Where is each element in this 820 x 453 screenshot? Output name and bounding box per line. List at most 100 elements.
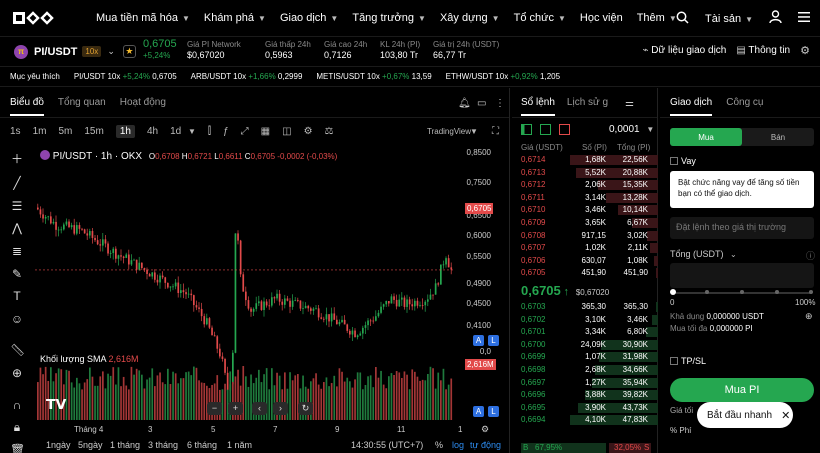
- borrow-toggle[interactable]: Vay: [670, 156, 696, 166]
- ask-row[interactable]: 0,6706 630,07 1,08K: [512, 255, 658, 267]
- ask-row[interactable]: 0,6707 1,02K 2,11K: [512, 243, 658, 254]
- window-icon[interactable]: ▭: [477, 98, 487, 109]
- emoji-icon[interactable]: ☺: [10, 312, 24, 326]
- borrow-checkbox[interactable]: [670, 157, 678, 165]
- crosshair-icon[interactable]: ＋: [10, 152, 23, 166]
- ruler-icon[interactable]: 📏︎: [10, 343, 26, 357]
- tab-chart[interactable]: Biểu đồ: [10, 97, 44, 116]
- zoom-out-button[interactable]: −: [207, 402, 222, 415]
- favorite-star-icon[interactable]: ★: [122, 45, 136, 58]
- ask-row[interactable]: 0,6708 917,15 3,02K: [512, 230, 658, 242]
- indicators-icon[interactable]: ƒ: [223, 125, 229, 137]
- text-tool-icon[interactable]: T: [13, 289, 21, 303]
- interval-4h[interactable]: 4h: [146, 125, 159, 137]
- nav-item-buy-crypto[interactable]: Mua tiền mã hóa ▼: [96, 12, 190, 24]
- compare-icon[interactable]: ⤢: [240, 125, 249, 137]
- search-icon[interactable]: [676, 11, 689, 27]
- horizontal-lines-icon[interactable]: ☰: [11, 199, 23, 213]
- interval-1h[interactable]: 1h: [115, 124, 135, 138]
- lock-icon[interactable]: 🔒︎: [13, 420, 21, 434]
- ask-row[interactable]: 0,6714 1,68K 22,56K: [512, 155, 658, 166]
- auto-toggle[interactable]: tự động: [470, 440, 502, 450]
- tab-order-book[interactable]: Sổ lệnh: [521, 97, 555, 116]
- zoom-in-button[interactable]: +: [228, 402, 243, 415]
- favorite-item-metis[interactable]: METIS/USDT 10x +0,67% 13,59: [316, 72, 432, 81]
- nav-item-trade[interactable]: Giao dịch ▼: [279, 12, 339, 24]
- volume-auto-button[interactable]: A: [473, 406, 484, 417]
- brush-icon[interactable]: ✎: [11, 267, 23, 281]
- range-3m[interactable]: 3 tháng: [148, 440, 179, 450]
- range-1m[interactable]: 1 tháng: [110, 440, 141, 450]
- bid-row[interactable]: 0,6697 1,27K 35,94K: [512, 377, 658, 389]
- interval-1m[interactable]: 1m: [32, 125, 47, 137]
- pitchfork-icon[interactable]: ⋀: [12, 221, 22, 235]
- tpsl-checkbox[interactable]: [670, 357, 678, 365]
- nav-item-build[interactable]: Xây dựng ▼: [439, 12, 500, 24]
- axis-settings-icon[interactable]: ⚙: [481, 424, 490, 434]
- chart-clock[interactable]: 14:30:55 (UTC+7): [351, 440, 424, 450]
- tradingview-logo[interactable]: 𝗧𝗩: [46, 396, 67, 412]
- tradingview-source[interactable]: TradingView: [427, 126, 472, 136]
- trendline-icon[interactable]: ╱: [13, 176, 21, 190]
- nav-item-discover[interactable]: Khám phá ▼: [203, 12, 266, 24]
- percent-toggle[interactable]: %: [435, 440, 444, 450]
- bids-view-icon[interactable]: [540, 124, 551, 135]
- bid-row[interactable]: 0,6695 3,90K 43,73K: [512, 402, 658, 414]
- tab-trade-history[interactable]: Lịch sử g: [566, 97, 609, 108]
- template-icon[interactable]: ▦: [260, 125, 271, 137]
- trading-data-link[interactable]: ⌁ Dữ liệu giao dịch: [642, 45, 727, 56]
- price-chart[interactable]: [35, 160, 455, 430]
- pair-selector[interactable]: PI/USDT: [34, 45, 78, 58]
- scroll-left-button[interactable]: ‹: [252, 402, 267, 415]
- fee-row[interactable]: % Phí: [670, 426, 692, 435]
- tab-tools[interactable]: Công cụ: [726, 97, 764, 108]
- bid-row[interactable]: 0,6699 1,07K 31,98K: [512, 352, 658, 363]
- fib-tool-icon[interactable]: ≣: [11, 244, 23, 258]
- alert-bell-icon[interactable]: 🔔︎: [458, 98, 471, 109]
- scroll-right-button[interactable]: ›: [273, 402, 288, 415]
- ask-row[interactable]: 0,6705 451,90 451,90: [512, 268, 658, 279]
- precision-select[interactable]: 0,0001 ▼: [609, 124, 655, 135]
- range-1d[interactable]: 1ngày: [46, 440, 71, 450]
- screenshot-icon[interactable]: ◫: [282, 125, 292, 137]
- bid-row[interactable]: 0,6701 3,34K 6,80K: [512, 327, 658, 338]
- info-link[interactable]: ▤ Thông tin: [736, 45, 791, 56]
- ask-row[interactable]: 0,6712 2,06K 15,35K: [512, 180, 658, 191]
- interval-1s[interactable]: 1s: [10, 125, 21, 137]
- hamburger-menu-icon[interactable]: [798, 12, 810, 25]
- range-6m[interactable]: 6 tháng: [187, 440, 218, 450]
- magnet-icon[interactable]: ∩: [12, 398, 22, 412]
- more-dots-icon[interactable]: ⋮: [495, 98, 505, 109]
- tpsl-toggle[interactable]: TP/SL: [670, 356, 706, 366]
- tab-overview[interactable]: Tổng quan: [57, 97, 106, 108]
- log-toggle[interactable]: log: [452, 440, 465, 450]
- buy-tab[interactable]: Mua: [670, 128, 742, 146]
- nav-item-grow[interactable]: Tăng trưởng ▼: [352, 12, 426, 24]
- add-funds-icon[interactable]: ⊕: [805, 311, 813, 321]
- volume-log-button[interactable]: L: [488, 406, 499, 417]
- pair-dropdown-icon[interactable]: ⌄: [107, 46, 115, 56]
- nav-item-institutional[interactable]: Tổ chức ▼: [513, 12, 566, 24]
- fullscreen-icon[interactable]: ⛶: [492, 125, 499, 137]
- bid-row[interactable]: 0,6694 4,10K 47,83K: [512, 415, 658, 426]
- amount-slider[interactable]: [670, 289, 813, 295]
- info-icon[interactable]: ⓘ: [806, 251, 816, 261]
- interval-5m[interactable]: 5m: [58, 125, 73, 137]
- scale-icon[interactable]: ⚖: [324, 125, 334, 137]
- ask-row[interactable]: 0,6709 3,65K 6,67K: [512, 218, 658, 229]
- bid-row[interactable]: 0,6702 3,10K 3,46K: [512, 314, 658, 326]
- assets-menu[interactable]: Tài sản ▼: [705, 12, 753, 25]
- source-dropdown-icon[interactable]: ▼: [470, 126, 478, 136]
- price-field[interactable]: Đặt lệnh theo giá thị trường: [670, 217, 814, 239]
- sell-tab[interactable]: Bán: [770, 132, 786, 142]
- ask-row[interactable]: 0,6710 3,46K 10,14K: [512, 205, 658, 216]
- tab-trade[interactable]: Giao dịch: [670, 97, 713, 116]
- ask-row[interactable]: 0,6711 3,14K 13,28K: [512, 192, 658, 204]
- range-5d[interactable]: 5ngày: [78, 440, 103, 450]
- tab-activity[interactable]: Hoạt động: [119, 97, 166, 108]
- settings-gear-icon[interactable]: ⚙: [800, 45, 810, 57]
- bid-row[interactable]: 0,6703 365,30 365,30: [512, 302, 658, 313]
- bid-row[interactable]: 0,6698 2,68K 34,66K: [512, 365, 658, 376]
- okx-logo[interactable]: [13, 9, 68, 27]
- buy-pi-button[interactable]: Mua PI: [670, 378, 814, 402]
